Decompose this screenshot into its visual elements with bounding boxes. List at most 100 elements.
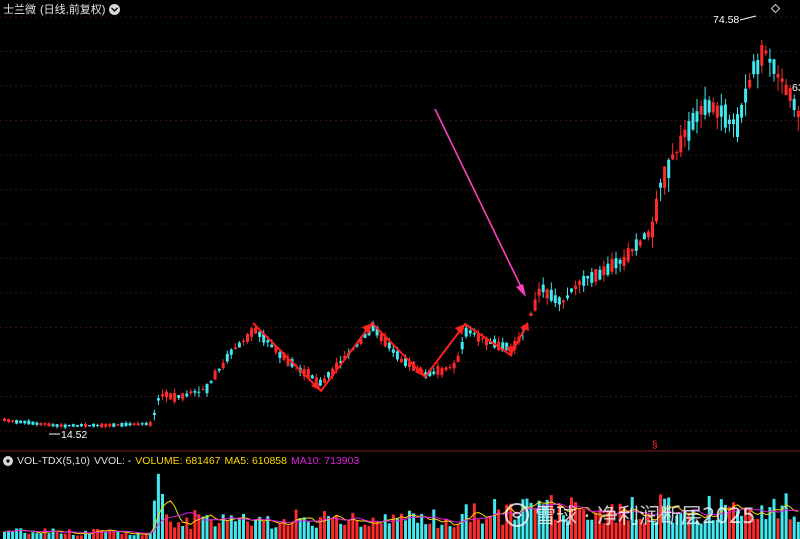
- candle-body: [796, 110, 800, 117]
- volume-bar: [266, 516, 270, 539]
- volume-bar: [233, 521, 237, 539]
- ma5-value: MA5: 610858: [224, 455, 287, 467]
- volume-bar: [756, 519, 760, 539]
- volume-bar: [464, 504, 468, 539]
- candle-body: [578, 281, 582, 286]
- candle-body: [144, 422, 148, 425]
- candle-body: [181, 393, 185, 400]
- settings-icon[interactable]: [3, 456, 13, 466]
- volume-bar: [3, 531, 6, 539]
- candle-body: [197, 391, 201, 393]
- volume-bar: [545, 499, 549, 539]
- candle-body: [675, 152, 679, 153]
- volume-bar: [108, 529, 112, 539]
- volume-bar: [71, 534, 75, 539]
- volume-bar: [727, 506, 731, 539]
- candle-body: [237, 342, 241, 348]
- candle-body: [772, 59, 776, 74]
- volume-bar: [788, 519, 792, 539]
- candle-body: [659, 182, 663, 188]
- candle-body: [201, 388, 205, 391]
- volume-bar: [408, 510, 411, 539]
- high-pointer: [739, 15, 757, 21]
- candle-body: [448, 367, 452, 369]
- volume-bar: [383, 514, 387, 539]
- candle-body: [229, 349, 233, 355]
- candle-body: [59, 424, 63, 427]
- volume-bar: [124, 532, 128, 539]
- candle-body: [217, 368, 221, 371]
- volume-bar: [23, 532, 27, 539]
- volume-bar: [55, 532, 59, 539]
- candle-body: [570, 288, 573, 292]
- volume-bar: [391, 514, 395, 539]
- candle-body: [43, 423, 47, 425]
- volume-bar: [533, 508, 537, 539]
- candle-body: [663, 166, 667, 188]
- watermark-text: 雪球 · 净利润断层2025: [535, 504, 756, 528]
- candle-body: [35, 422, 39, 425]
- candle-body: [108, 423, 112, 427]
- volume-bar: [602, 523, 606, 539]
- candle-body: [533, 299, 537, 311]
- watermark: 雪球 · 净利润断层2025: [505, 500, 755, 530]
- breakout-arrowhead: [520, 322, 529, 331]
- volume-bar: [485, 519, 488, 539]
- candle-body: [610, 259, 614, 272]
- candle-body: [343, 355, 347, 360]
- xueqiu-logo-icon: [505, 503, 529, 527]
- volume-bar: [148, 532, 152, 539]
- candle-body: [47, 423, 51, 427]
- volume-bar: [92, 528, 96, 539]
- indicator-name[interactable]: VOL-TDX(5,10): [17, 455, 90, 467]
- volume-bar: [659, 494, 663, 539]
- diamond-icon[interactable]: [771, 4, 780, 13]
- candle-body: [274, 346, 278, 353]
- volume-bar: [351, 512, 355, 539]
- volume-bar: [79, 535, 83, 539]
- candle-body: [15, 420, 19, 424]
- volume-bar: [181, 526, 185, 539]
- candle-body: [472, 333, 476, 335]
- volume-bar: [177, 522, 181, 539]
- pointer-arrow-line: [434, 108, 525, 294]
- candle-body: [262, 333, 266, 343]
- volume-bar: [776, 518, 780, 539]
- volume-bar: [416, 522, 420, 539]
- candle-body: [505, 342, 509, 350]
- candle-body: [715, 105, 719, 118]
- candle-body: [100, 423, 104, 428]
- s-marker: §: [652, 440, 658, 451]
- volume-bar: [614, 522, 618, 539]
- chevron-down-icon[interactable]: [109, 3, 121, 15]
- candle-body: [282, 352, 286, 360]
- volume-bar: [752, 519, 756, 539]
- volume-bar: [618, 503, 622, 539]
- volume-bar: [165, 514, 168, 539]
- candle-body: [7, 419, 10, 422]
- candle-body: [566, 295, 569, 299]
- candle-body: [557, 297, 561, 305]
- candle-body: [132, 423, 136, 426]
- candle-body: [780, 78, 784, 82]
- volume-bar: [242, 513, 245, 539]
- volume-bar: [784, 493, 788, 539]
- candle-body: [67, 424, 71, 426]
- candle-body: [695, 111, 699, 122]
- volume-bar: [553, 519, 557, 539]
- candle-body: [173, 393, 177, 402]
- right-edge-price-label: 63: [792, 82, 800, 94]
- candle-body: [630, 249, 634, 252]
- candle-body: [719, 105, 723, 117]
- volume-bar: [104, 532, 108, 539]
- ma10-line: [4, 502, 799, 534]
- candle-body: [622, 256, 626, 267]
- candle-body: [250, 328, 254, 337]
- candle-body: [116, 424, 120, 426]
- volume-bar: [379, 523, 383, 539]
- candle-body: [590, 272, 594, 283]
- candle-body: [92, 423, 96, 427]
- ma10-value: MA10: 713903: [290, 455, 360, 467]
- candle-body: [711, 102, 715, 113]
